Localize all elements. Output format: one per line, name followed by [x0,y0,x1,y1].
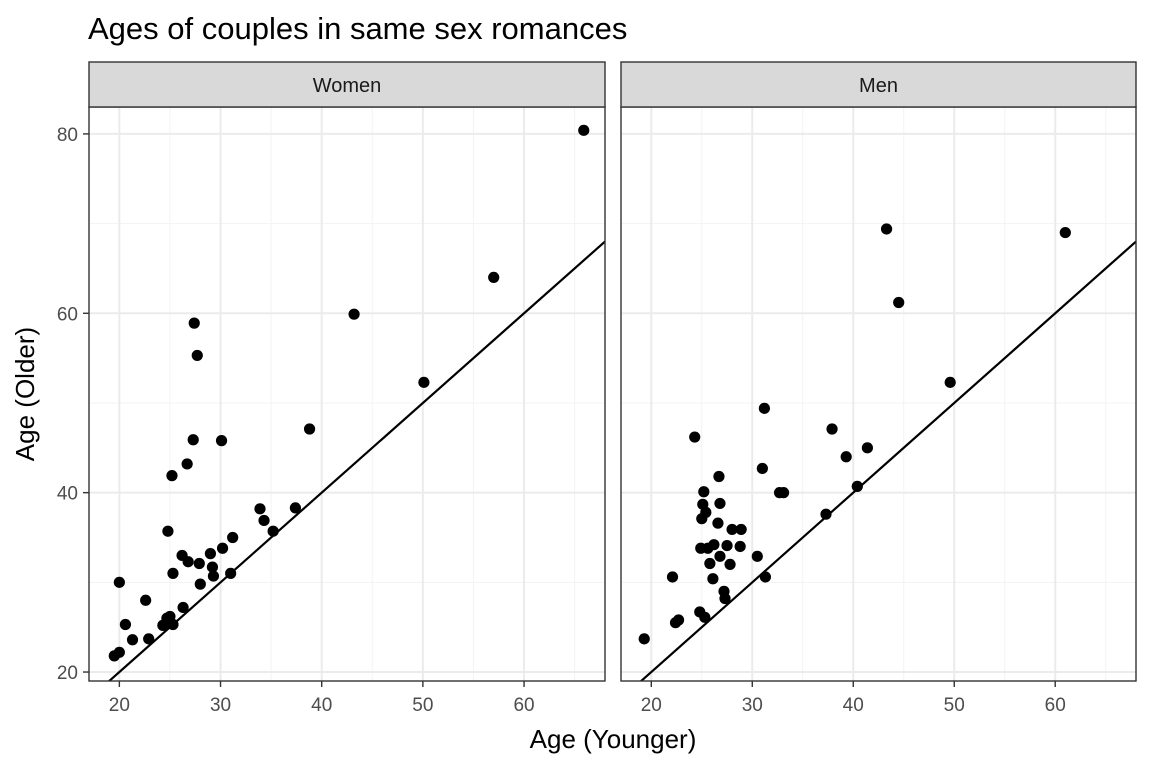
x-tick-label: 30 [742,695,763,716]
data-point [225,567,237,579]
y-tick-label: 40 [57,484,78,505]
data-point [759,571,772,583]
data-point [851,480,863,492]
data-point [216,542,229,554]
data-point [840,451,852,463]
data-point [119,618,132,631]
data-point [735,523,747,536]
data-point [126,634,139,646]
y-tick-label: 80 [57,125,78,146]
data-point [721,539,733,552]
facet-label: Women [313,75,382,97]
data-point [113,646,125,658]
data-point [188,317,200,329]
data-point [826,423,838,435]
x-tick-label: 50 [944,695,965,716]
data-point [207,570,220,582]
data-point [704,557,716,570]
data-point [714,497,726,510]
data-point [177,601,189,614]
x-tick-label: 50 [412,695,433,716]
data-point [734,540,746,553]
data-point [187,434,199,446]
data-point [113,576,125,588]
data-point [182,556,194,568]
data-point [751,550,763,562]
data-point [289,502,301,514]
data-point [215,435,228,447]
data-point [638,633,650,645]
data-point [418,376,430,388]
data-point [712,517,724,529]
facet-label: Men [859,75,898,97]
reference-line [639,240,1136,681]
panel-background [621,107,1136,681]
y-tick-label: 60 [57,304,78,325]
data-point [758,402,770,414]
data-point [140,594,152,606]
data-point [488,271,500,284]
data-point [756,462,768,475]
x-tick-label: 40 [311,695,332,716]
data-point [258,514,270,527]
data-point [181,458,193,470]
data-point [944,376,956,388]
data-point [348,308,360,320]
data-point [191,349,203,362]
x-tick-label: 20 [641,695,662,716]
data-point [700,506,712,518]
panel-men: Men 20 30 40 50 60 [620,61,1137,716]
data-point [1059,226,1071,239]
x-tick-label: 40 [843,695,864,716]
x-tick-label: 60 [513,695,534,716]
x-tick-label: 60 [1045,695,1066,716]
data-point [689,431,701,443]
data-point [861,442,873,454]
data-point [726,523,738,536]
panel-background [89,107,605,681]
data-point [143,633,155,645]
data-point [708,539,720,551]
data-point [578,124,590,136]
data-point [820,508,832,520]
x-tick-label: 30 [210,695,231,716]
data-point [194,578,206,590]
data-point [672,614,685,626]
facet-strip [620,61,1137,108]
data-point [162,525,174,537]
y-tick-label: 20 [57,663,78,684]
x-axis-title: Age (Younger) [530,724,697,754]
data-point [206,561,219,573]
data-point [724,558,736,571]
panels-group: Women 20 30 40 50 60 20 40 60 80 Men 20 30 40 50 60 [57,61,1137,716]
data-point [880,223,893,235]
data-point [267,525,279,537]
data-point [719,592,731,605]
data-point [666,571,679,583]
facet-strip [88,61,606,108]
data-point [167,618,179,631]
data-point [713,470,725,483]
x-tick-label: 20 [109,695,130,716]
panel-women: Women 20 30 40 50 60 20 40 60 80 [57,61,606,716]
data-point [893,296,905,309]
y-axis-title: Age (Older) [10,327,40,461]
data-point [166,470,178,482]
data-point [193,557,205,570]
data-point [707,573,719,585]
data-point [204,548,217,560]
data-point [227,531,239,544]
data-point [777,487,790,499]
data-point [254,503,266,515]
data-point [698,486,710,498]
data-point [303,423,316,435]
chart-title: Ages of couples in same sex romances [88,11,627,46]
data-point [167,567,179,579]
data-point [714,550,726,562]
data-point [699,611,711,623]
